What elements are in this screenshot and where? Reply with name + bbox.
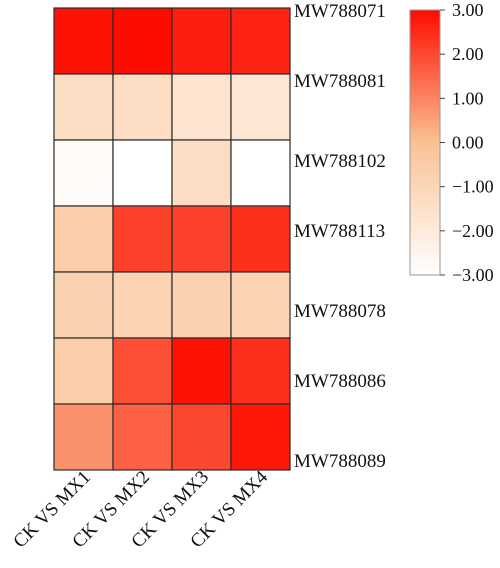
heatmap-cell [53,73,114,141]
heatmap-cell [230,271,291,339]
row-label: MW788078 [294,301,386,322]
heatmap-cell [112,7,173,75]
heatmap-cell [171,337,232,405]
colorbar-tick-label: −2.00 [452,221,494,241]
heatmap-cell [112,73,173,141]
row-label: MW788071 [294,1,386,22]
colorbar-tick-label: −3.00 [452,265,494,285]
heatmap-cell [171,73,232,141]
colorbar-gradient [409,9,441,276]
heatmap-cell [230,73,291,141]
row-label: MW788086 [294,371,386,392]
heatmap-cell [171,139,232,207]
colorbar: 3.00 2.00 1.00 0.00 −1.00 −2.00 −3.00 [409,0,494,285]
heatmap-cell [53,337,114,405]
colorbar-tick-label: 1.00 [452,88,484,108]
heatmap-cell [230,7,291,75]
colorbar-tick-label: 3.00 [452,0,484,20]
colorbar-tick-label: 0.00 [452,133,484,153]
row-label: MW788102 [294,151,386,172]
heatmap-cell [230,205,291,273]
heatmap-cell [171,205,232,273]
row-label: MW788081 [294,71,386,92]
colorbar-tick-label: −1.00 [452,177,494,197]
heatmap-cell [171,271,232,339]
heatmap-cell [53,271,114,339]
row-label: MW788089 [294,451,386,472]
heatmap-cell [230,139,291,207]
heatmap-cell [53,139,114,207]
heatmap-cell [53,403,114,471]
heatmap-cell [53,7,114,75]
heatmap-cell [112,337,173,405]
heatmap-cell [112,205,173,273]
row-label: MW788113 [294,221,385,242]
heatmap-cell [53,205,114,273]
row-labels: MW788071 MW788081 MW788102 MW788113 MW788078… [294,1,386,472]
heatmap-cell [171,7,232,75]
heatmap-cells [53,7,291,471]
heatmap-cell [112,403,173,471]
heatmap-cell [112,271,173,339]
heatmap-cell [230,403,291,471]
colorbar-tick-label: 2.00 [452,44,484,64]
heatmap-cell [230,337,291,405]
heatmap-cell [171,403,232,471]
heatmap-cell [112,139,173,207]
